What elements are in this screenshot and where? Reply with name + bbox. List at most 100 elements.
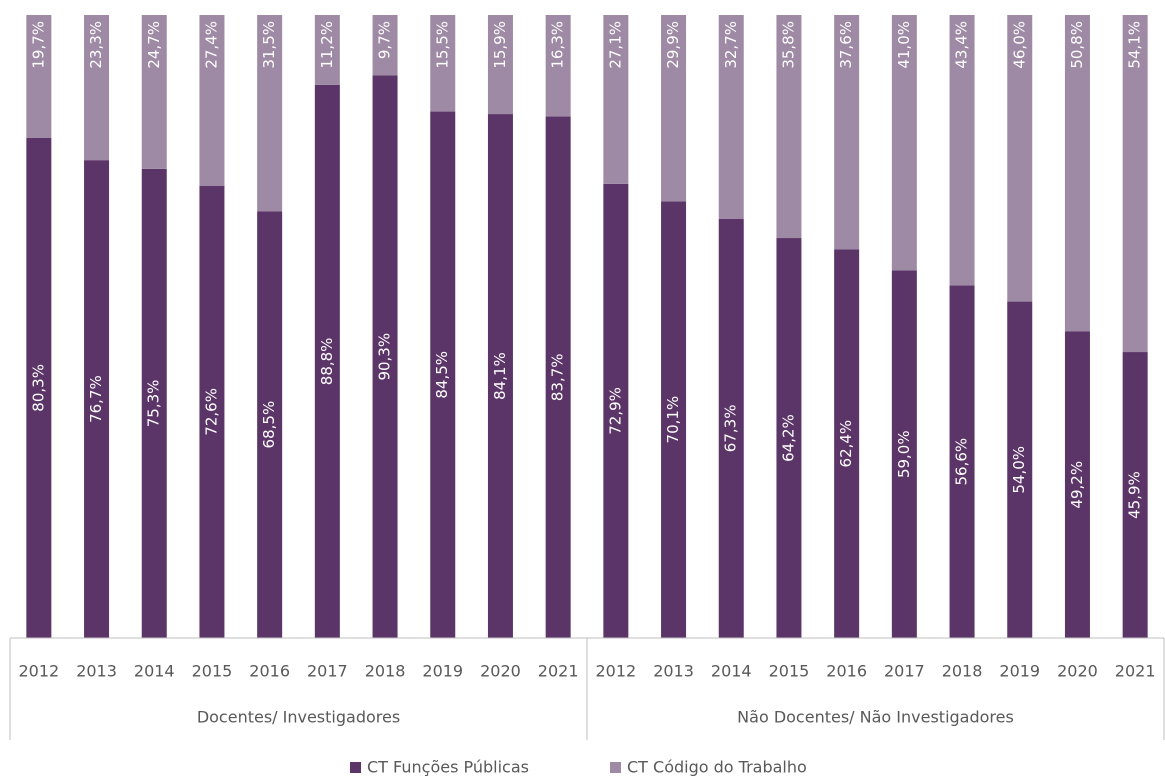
data-label: 19,7%: [29, 21, 47, 69]
data-label: 72,9%: [606, 387, 624, 435]
bar-segment: [199, 15, 225, 186]
data-label: 15,9%: [491, 21, 509, 69]
bar-segment: [26, 15, 52, 138]
bar-segment: [141, 168, 167, 639]
data-label: 56,6%: [953, 438, 971, 486]
bar-segment: [661, 201, 687, 639]
data-label: 88,8%: [318, 338, 336, 386]
data-label: 27,4%: [202, 21, 220, 69]
data-label: 31,5%: [260, 21, 278, 69]
bar-segment: [1064, 331, 1090, 638]
bar-segment: [776, 238, 802, 638]
data-label: 80,3%: [29, 364, 47, 412]
legend-swatch: [350, 762, 361, 773]
data-label: 54,1%: [1126, 21, 1144, 69]
legend-swatch: [610, 762, 621, 773]
data-label: 29,9%: [664, 21, 682, 69]
data-label: 9,7%: [376, 21, 394, 59]
bar-segment: [487, 114, 513, 638]
data-label: 50,8%: [1068, 21, 1086, 69]
x-tick-label: 2013: [76, 662, 117, 681]
x-tick-label: 2018: [365, 662, 406, 681]
bar-segment: [776, 15, 802, 239]
data-label: 76,7%: [87, 375, 105, 423]
x-tick-label: 2019: [999, 662, 1040, 681]
group-label: Não Docentes/ Não Investigadores: [737, 708, 1014, 727]
bar-segment: [314, 15, 340, 85]
data-label: 45,9%: [1126, 471, 1144, 519]
data-label: 90,3%: [376, 333, 394, 381]
data-label: 59,0%: [895, 430, 913, 478]
bar-segment: [26, 137, 52, 638]
bar-segment: [718, 15, 744, 219]
bar-segment: [834, 249, 860, 639]
data-label: 32,7%: [722, 21, 740, 69]
bar-segment: [718, 218, 744, 638]
bar-segment: [1007, 301, 1033, 638]
data-label: 16,3%: [549, 21, 567, 69]
bar-segment: [1122, 15, 1148, 353]
bar-segment: [1122, 352, 1148, 638]
bar-segment: [603, 15, 629, 184]
x-tick-label: 2016: [249, 662, 290, 681]
x-tick-label: 2020: [480, 662, 521, 681]
bar-segment: [834, 15, 860, 250]
legend-label: CT Funções Públicas: [367, 758, 529, 777]
bar-segment: [372, 15, 398, 76]
bar-segment: [1064, 15, 1090, 332]
x-tick-label: 2018: [942, 662, 983, 681]
data-label: 41,0%: [895, 21, 913, 69]
data-label: 84,1%: [491, 352, 509, 400]
bar-segment: [949, 285, 975, 638]
bar-segment: [199, 185, 225, 638]
data-label: 49,2%: [1068, 461, 1086, 509]
data-label: 24,7%: [145, 21, 163, 69]
bar-segment: [84, 15, 110, 161]
x-tick-label: 2021: [1115, 662, 1156, 681]
x-tick-label: 2017: [307, 662, 348, 681]
x-tick-label: 2019: [422, 662, 463, 681]
data-label: 23,3%: [87, 21, 105, 69]
data-label: 11,2%: [318, 21, 336, 69]
data-label: 70,1%: [664, 396, 682, 444]
bar-segment: [545, 116, 571, 638]
bar-segment: [430, 111, 456, 638]
data-label: 83,7%: [549, 353, 567, 401]
data-label: 68,5%: [260, 401, 278, 449]
data-label: 15,5%: [433, 21, 451, 69]
bar-segment: [949, 15, 975, 286]
x-tick-label: 2021: [538, 662, 579, 681]
bar-segment: [257, 211, 283, 638]
data-label: 43,4%: [953, 21, 971, 69]
data-label: 54,0%: [1010, 446, 1028, 494]
bar-segment: [891, 270, 917, 638]
data-label: 64,2%: [779, 414, 797, 462]
data-label: 35,8%: [779, 21, 797, 69]
x-tick-label: 2017: [884, 662, 925, 681]
data-label: 84,5%: [433, 351, 451, 399]
data-label: 67,3%: [722, 405, 740, 453]
bar-segment: [603, 183, 629, 638]
bar-segment: [891, 15, 917, 271]
data-label: 27,1%: [606, 21, 624, 69]
bar-segment: [84, 160, 110, 638]
bar-segment: [314, 84, 340, 638]
bar-segment: [545, 15, 571, 117]
group-label: Docentes/ Investigadores: [197, 708, 400, 727]
bar-segment: [141, 15, 167, 169]
legend-label: CT Código do Trabalho: [627, 758, 807, 777]
x-tick-label: 2015: [192, 662, 233, 681]
x-tick-label: 2020: [1057, 662, 1098, 681]
x-tick-label: 2015: [769, 662, 810, 681]
bar-segment: [487, 15, 513, 115]
x-tick-label: 2012: [18, 662, 59, 681]
x-tick-label: 2016: [826, 662, 867, 681]
x-tick-label: 2014: [134, 662, 175, 681]
x-tick-label: 2012: [595, 662, 636, 681]
data-label: 46,0%: [1010, 21, 1028, 69]
bar-segment: [430, 15, 456, 112]
bar-segment: [1007, 15, 1033, 302]
x-tick-label: 2014: [711, 662, 752, 681]
bar-segment: [257, 15, 283, 212]
